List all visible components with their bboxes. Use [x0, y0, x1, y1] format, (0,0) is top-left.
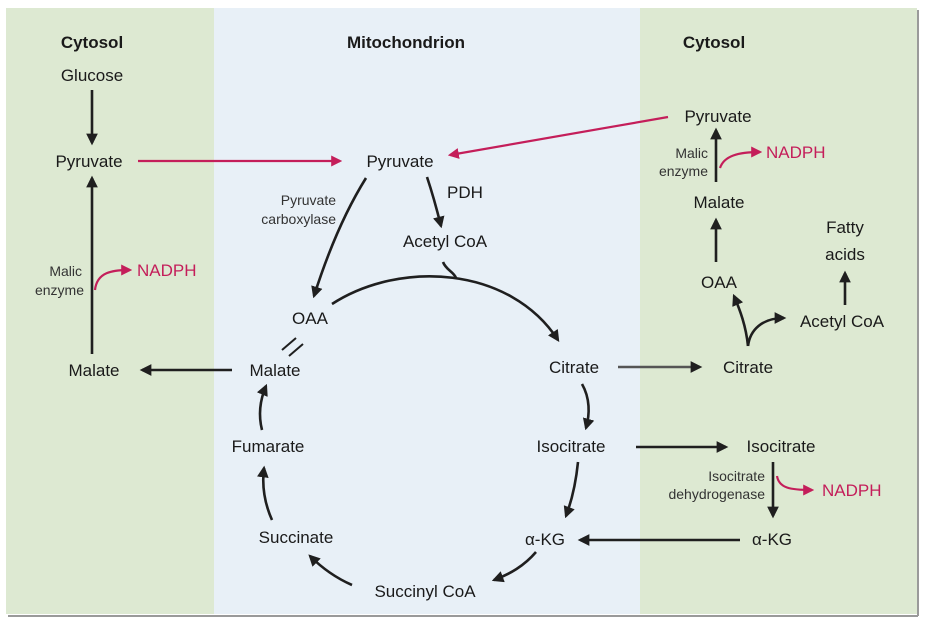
pyruvate-carboxylase-label-2: carboxylase — [261, 211, 336, 227]
left-panel-title: Cytosol — [61, 33, 123, 52]
isocitrate-to-akg-arrow — [563, 461, 580, 519]
left-malate-label: Malate — [68, 361, 119, 380]
mito-acetyl-coa-label: Acetyl CoA — [403, 232, 488, 251]
fumarate-label: Fumarate — [232, 437, 305, 456]
citrate-to-isocitrate-arrow — [580, 383, 595, 431]
right-nadph-arrow-2 — [775, 475, 815, 496]
fumarate-to-malate-arrow — [256, 383, 268, 431]
right-acetyl-coa-label: Acetyl CoA — [800, 312, 885, 331]
right-nadph-label-1: NADPH — [766, 143, 826, 162]
middle-panel-title: Mitochondrion — [347, 33, 465, 52]
right-oaa-label: OAA — [701, 273, 738, 292]
left-nadph-arrow — [93, 264, 133, 291]
right-nadph-arrow-1 — [718, 146, 763, 169]
right-citrate-label: Citrate — [723, 358, 773, 377]
mito-oaa-label: OAA — [292, 309, 329, 328]
pdh-arrow — [425, 176, 445, 229]
right-cytosol-panel — [640, 8, 917, 614]
mitochondrion-panel — [214, 8, 640, 614]
malate-oaa-equilibrium-1 — [281, 337, 297, 351]
left-pyruvate-label: Pyruvate — [55, 152, 122, 171]
right-malic-enzyme-label-2: enzyme — [659, 163, 708, 179]
right-isocitrate-label: Isocitrate — [747, 437, 816, 456]
akg-to-succinyl-coa-arrow — [491, 551, 537, 583]
mito-malate-label: Malate — [249, 361, 300, 380]
right-nadph-label-2: NADPH — [822, 481, 882, 500]
succinyl-coa-label: Succinyl CoA — [374, 582, 476, 601]
pyruvate-carboxylase-arrow — [311, 177, 368, 299]
citrate-lyase-split-to-acetyl-coa — [746, 312, 787, 347]
malate-oaa-equilibrium-2 — [288, 343, 304, 357]
succinate-to-fumarate-arrow — [257, 465, 274, 521]
pdh-label: PDH — [447, 183, 483, 202]
pyruvate-carboxylase-label-1: Pyruvate — [281, 192, 336, 208]
left-malic-enzyme-label-2: enzyme — [35, 282, 84, 298]
left-malic-enzyme-label-1: Malic — [49, 263, 82, 279]
pyruvate-return-arrow — [447, 115, 669, 159]
left-cytosol-panel — [6, 8, 214, 614]
mito-akg-label: α-KG — [525, 530, 565, 549]
acetyl-coa-joining-hook — [441, 261, 458, 279]
right-akg-label: α-KG — [752, 530, 792, 549]
idh-label-1: Isocitrate — [708, 468, 765, 484]
oaa-to-citrate-arc — [331, 275, 560, 342]
succinyl-coa-to-succinate-arrow — [308, 554, 353, 587]
mito-citrate-label: Citrate — [549, 358, 599, 377]
citrate-lyase-split-to-oaa — [732, 293, 750, 347]
left-nadph-label: NADPH — [137, 261, 197, 280]
idh-label-2: dehydrogenase — [668, 486, 765, 502]
fatty-acids-label-1: Fatty — [826, 218, 864, 237]
right-pyruvate-label: Pyruvate — [684, 107, 751, 126]
left-glucose-label: Glucose — [61, 66, 123, 85]
fatty-acids-label-2: acids — [825, 245, 865, 264]
right-panel-title: Cytosol — [683, 33, 745, 52]
mito-pyruvate-label: Pyruvate — [366, 152, 433, 171]
right-malate-label: Malate — [693, 193, 744, 212]
mito-isocitrate-label: Isocitrate — [537, 437, 606, 456]
right-malic-enzyme-label-1: Malic — [675, 145, 708, 161]
succinate-label: Succinate — [259, 528, 334, 547]
